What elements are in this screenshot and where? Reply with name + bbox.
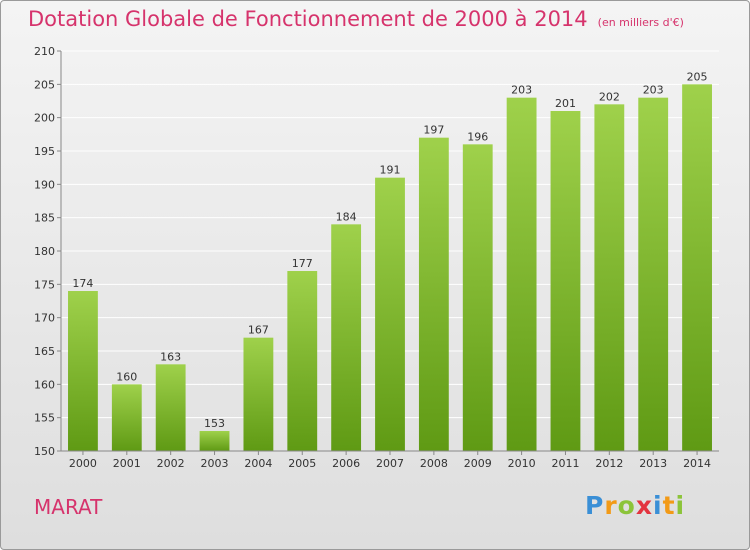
- x-tick-label: 2001: [113, 457, 141, 470]
- y-tick-label: 160: [34, 378, 55, 391]
- bar-value-label: 205: [687, 70, 708, 83]
- municipality-name: MARAT: [34, 495, 103, 519]
- x-tick-label: 2007: [376, 457, 404, 470]
- bar-value-label: 153: [204, 417, 225, 430]
- bar-value-label: 197: [423, 124, 444, 137]
- y-tick-label: 170: [34, 312, 55, 325]
- bar: [550, 111, 581, 451]
- axes: 150 155 160 165 170 175 180 185 190 195 200 205 210 2…: [34, 45, 719, 470]
- bar: [68, 291, 98, 451]
- bar-value-label: 202: [599, 90, 620, 103]
- bar-value-label: 163: [160, 350, 181, 363]
- bars: 174 160 163 153 167 177 184 191 197 196 203 201 202 2…: [68, 70, 712, 452]
- x-tick-label: 2010: [508, 457, 536, 470]
- y-tick-label: 155: [34, 412, 55, 425]
- bar: [682, 84, 712, 451]
- bar: [111, 384, 142, 451]
- x-tick-label: 2003: [201, 457, 229, 470]
- x-tick-label: 2011: [551, 457, 579, 470]
- chart-title: Dotation Globale de Fonctionnement de 20…: [28, 7, 684, 31]
- y-tick-label: 185: [34, 212, 55, 225]
- x-tick-label: 2013: [639, 457, 667, 470]
- x-tick-label: 2005: [288, 457, 316, 470]
- y-tick-label: 190: [34, 178, 55, 191]
- bar-value-label: 203: [643, 84, 664, 97]
- x-tick-label: 2006: [332, 457, 360, 470]
- bar: [594, 104, 625, 451]
- bar-value-label: 203: [511, 84, 532, 97]
- bar: [331, 224, 362, 451]
- y-tick-label: 205: [34, 78, 55, 91]
- bar: [462, 144, 493, 452]
- x-tick-label: 2012: [595, 457, 623, 470]
- x-tick-label: 2014: [683, 457, 711, 470]
- y-tick-label: 210: [34, 45, 55, 58]
- bar: [243, 337, 274, 451]
- x-tick-label: 2009: [464, 457, 492, 470]
- bar: [155, 364, 186, 451]
- bar: [287, 271, 318, 451]
- bar-value-label: 184: [336, 210, 357, 223]
- bar-value-label: 201: [555, 97, 576, 110]
- x-tick-label: 2002: [157, 457, 185, 470]
- x-tick-label: 2004: [244, 457, 272, 470]
- proxiti-logo: Proxiti: [585, 491, 686, 520]
- bar: [199, 431, 230, 451]
- bar: [506, 97, 537, 452]
- bar: [375, 177, 405, 451]
- chart-title-text: Dotation Globale de Fonctionnement de 20…: [28, 7, 588, 31]
- bar-value-label: 196: [467, 130, 488, 143]
- bar-value-label: 174: [72, 277, 93, 290]
- bar-value-label: 177: [292, 257, 313, 270]
- bar-value-label: 167: [248, 324, 269, 337]
- y-tick-label: 175: [34, 278, 55, 291]
- y-tick-label: 195: [34, 145, 55, 158]
- y-tick-label: 200: [34, 112, 55, 125]
- bar: [418, 137, 449, 451]
- x-tick-label: 2000: [69, 457, 97, 470]
- x-tick-label: 2008: [420, 457, 448, 470]
- bar-value-label: 191: [380, 164, 401, 177]
- y-tick-label: 150: [34, 445, 55, 458]
- y-tick-label: 165: [34, 345, 55, 358]
- bar-value-label: 160: [116, 370, 137, 383]
- bar: [638, 97, 669, 452]
- y-tick-label: 180: [34, 245, 55, 258]
- chart-unit-label: (en milliers d'€): [597, 16, 684, 29]
